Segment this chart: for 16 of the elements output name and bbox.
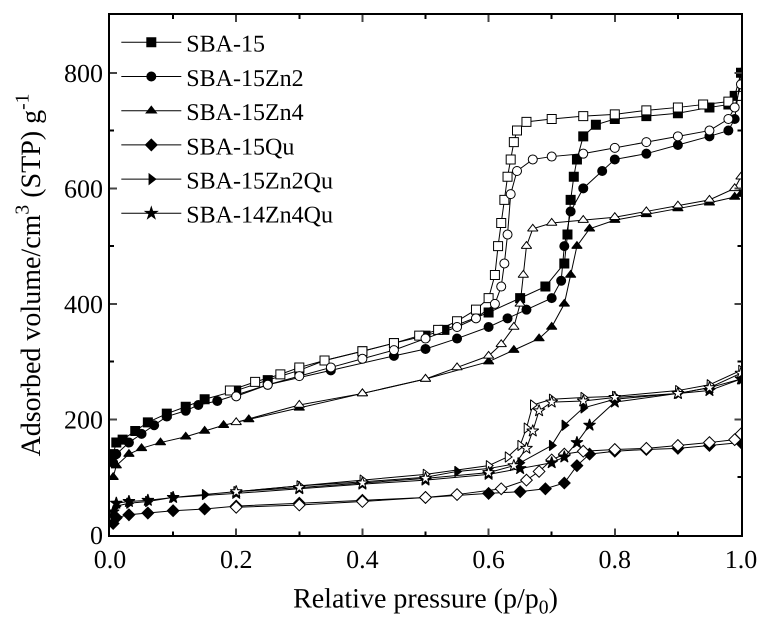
legend-label: SBA-14Zn4Qu <box>186 202 333 229</box>
legend-label: SBA-15Zn2Qu <box>186 168 333 194</box>
legend-label: SBA-15Zn4 <box>186 100 304 126</box>
x-tick-label: 0.6 <box>472 544 505 574</box>
y-tick-label: 400 <box>64 290 104 319</box>
y-tick-label: 200 <box>64 406 104 435</box>
legend-label: SBA-15 <box>186 32 265 58</box>
x-tick-label: 1.0 <box>724 544 758 574</box>
legend-label: SBA-15Qu <box>186 134 294 160</box>
y-tick-label: 800 <box>64 58 104 88</box>
legend-label: SBA-15Zn2 <box>186 66 304 92</box>
x-tick-label: 0.4 <box>346 544 379 574</box>
x-tick-label: 0.8 <box>598 544 632 574</box>
x-tick-label: 0.2 <box>220 544 252 574</box>
x-axis-title: Relative pressure (p/p$_{0}$) <box>293 584 558 618</box>
y-tick-label: 600 <box>64 174 104 204</box>
